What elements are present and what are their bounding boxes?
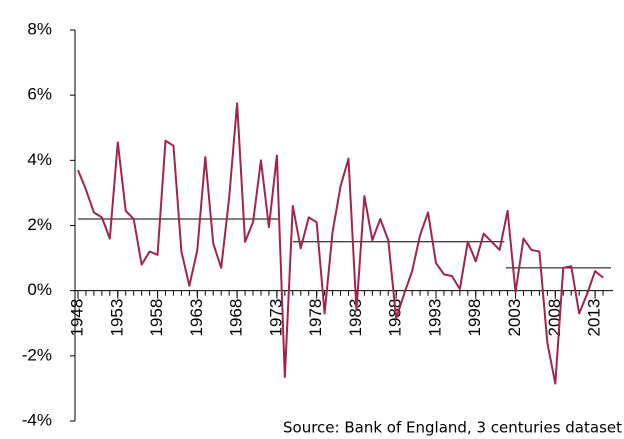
x-tick-label: 2013: [585, 299, 604, 337]
x-tick-label: 1978: [306, 299, 325, 337]
y-tick-label: 8%: [27, 19, 52, 38]
x-tick-label: 1998: [465, 299, 484, 337]
y-tick-label: -2%: [22, 345, 52, 364]
data-line: [77, 102, 604, 385]
x-tick-label: 1983: [346, 299, 365, 337]
source-note: Source: Bank of England, 3 centuries dat…: [283, 419, 622, 437]
y-tick-label: 4%: [27, 150, 52, 169]
x-tick-label: 1968: [227, 299, 246, 337]
x-tick-label: 1953: [107, 299, 126, 337]
y-tick-label: 0%: [27, 280, 52, 299]
x-tick-label: 1993: [425, 299, 444, 337]
y-tick-label: 6%: [27, 85, 52, 104]
x-tick-label: 1973: [266, 299, 285, 337]
y-tick-label: -4%: [22, 410, 52, 429]
y-tick-label: 2%: [27, 215, 52, 234]
x-tick-label: 1948: [67, 299, 86, 337]
x-tick-label: 1958: [147, 299, 166, 337]
x-tick-label: 2003: [505, 299, 524, 337]
x-tick-label: 1963: [187, 299, 206, 337]
